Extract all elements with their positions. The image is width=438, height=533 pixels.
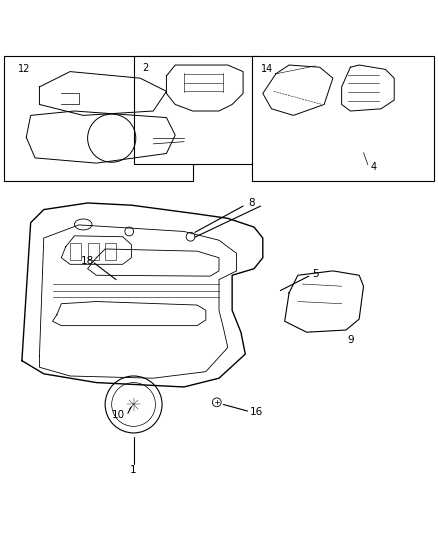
Text: 9: 9 (347, 335, 354, 345)
Text: 8: 8 (248, 198, 255, 208)
Text: 18: 18 (81, 256, 94, 266)
Bar (105, 243, 116, 260)
Text: 4: 4 (370, 161, 376, 172)
Text: 1: 1 (130, 465, 137, 475)
Text: 14: 14 (261, 64, 273, 74)
Text: 16: 16 (250, 407, 263, 417)
Bar (252, 56, 434, 181)
Bar (134, 56, 258, 164)
Text: 2: 2 (142, 63, 148, 73)
Bar (88, 243, 99, 260)
Text: 10: 10 (112, 409, 125, 419)
Text: 12: 12 (18, 64, 30, 74)
Text: 5: 5 (312, 269, 319, 279)
Bar (4, 56, 193, 181)
Bar (70, 243, 81, 260)
